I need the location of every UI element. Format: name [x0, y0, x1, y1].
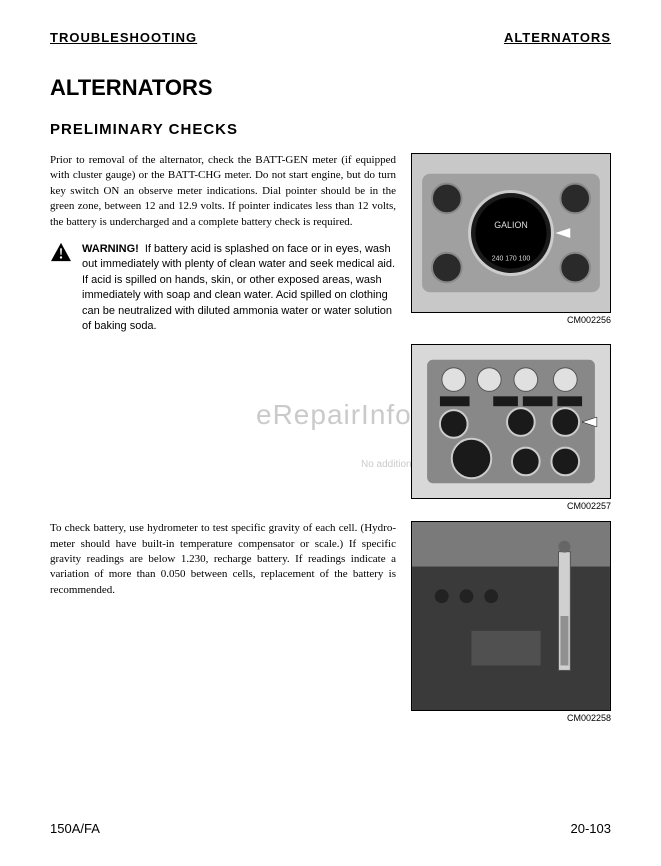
content-block-1: Prior to removal of the alternator, chec…: [50, 153, 611, 334]
warning-label: WARNING!: [82, 243, 139, 255]
section-title: PRELIMINARY CHECKS: [50, 121, 611, 138]
warning-block: WARNING!If battery acid is splashed on f…: [50, 242, 396, 334]
battery-paragraph: To check battery, use hydrometer to test…: [50, 521, 396, 598]
gauge-brand-label: GALION: [494, 220, 528, 230]
footer-left: 150A/FA: [50, 821, 100, 836]
page-header: TROUBLESHOOTING ALTERNATORS: [50, 30, 611, 45]
header-right: ALTERNATORS: [504, 30, 611, 45]
figure-3: CM002258: [411, 521, 611, 723]
figure-1: GALION 240 170 100 CM002256: [411, 153, 611, 334]
page-footer: 150A/FA 20-103: [50, 821, 611, 836]
figure-3-caption: CM002258: [411, 713, 611, 723]
figure-2-caption: CM002257: [411, 501, 611, 511]
intro-paragraph: Prior to removal of the alternator, chec…: [50, 153, 396, 230]
figure-2: eRepairInfo.com No additional pages foun…: [411, 344, 611, 511]
text-column-1: Prior to removal of the alternator, chec…: [50, 153, 396, 334]
figure-3-image: [411, 521, 611, 711]
figure-2-image: [411, 344, 611, 499]
warning-triangle-icon: [50, 242, 72, 262]
figure-1-caption: CM002256: [411, 315, 611, 325]
gauge-numbers-label: 240 170 100: [492, 256, 531, 263]
header-left: TROUBLESHOOTING: [50, 30, 197, 45]
footer-right: 20-103: [571, 821, 611, 836]
figure-1-image: GALION 240 170 100: [411, 153, 611, 313]
main-title: ALTERNATORS: [50, 75, 611, 101]
warning-body: If battery acid is splashed on face or i…: [82, 243, 395, 332]
text-column-2: To check battery, use hydrometer to test…: [50, 521, 396, 723]
warning-text-container: WARNING!If battery acid is splashed on f…: [82, 242, 396, 334]
figure-2-row: eRepairInfo.com No additional pages foun…: [50, 344, 611, 511]
content-block-2: To check battery, use hydrometer to test…: [50, 521, 611, 723]
